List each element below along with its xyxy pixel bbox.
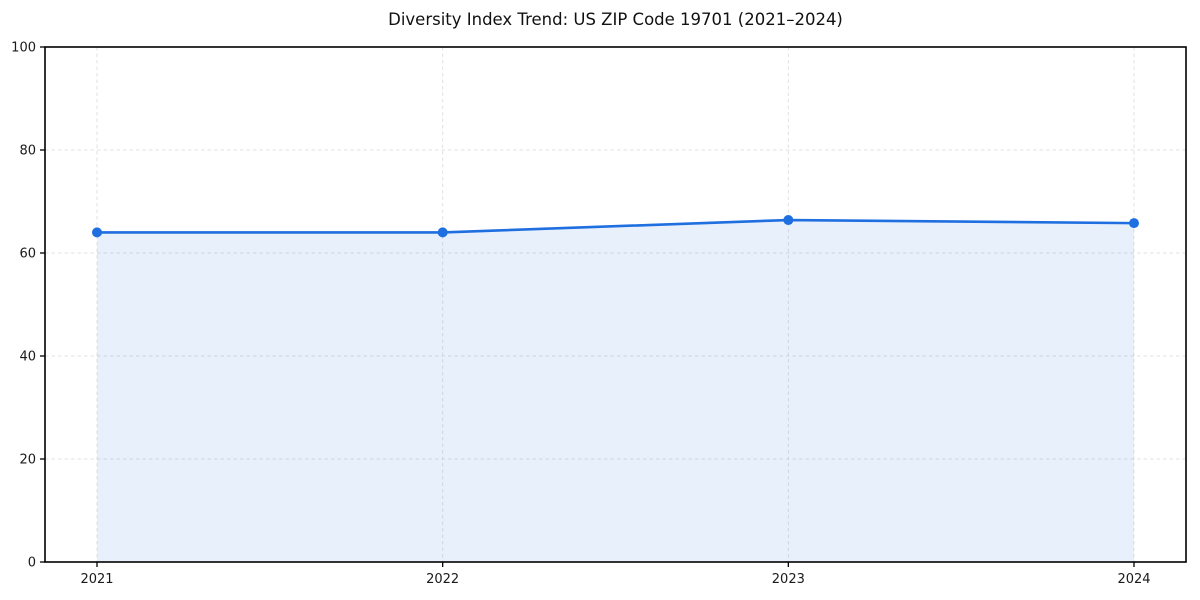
- y-tick-label: 40: [19, 350, 36, 365]
- x-tick-label: 2021: [80, 572, 113, 587]
- x-tick-label: 2024: [1117, 572, 1150, 587]
- data-point: [92, 227, 102, 238]
- gridlines: [45, 47, 1186, 562]
- x-tick-label: 2022: [426, 572, 459, 587]
- area-fill: [97, 220, 1134, 563]
- y-tick-label: 60: [19, 247, 36, 262]
- axis-ticks: [40, 46, 1135, 567]
- y-tick-label: 0: [28, 556, 36, 571]
- y-tick-label: 100: [11, 41, 36, 56]
- data-points: [92, 215, 1139, 238]
- y-tick-label: 20: [19, 453, 36, 468]
- data-point: [783, 215, 794, 226]
- axis-labels: 0 20 40 60 80 100 2021 2022 2023 2024: [11, 41, 1150, 588]
- data-point: [437, 227, 448, 238]
- plot-border: [44, 46, 1187, 563]
- trend-line: [95, 218, 1136, 234]
- x-tick-label: 2023: [772, 572, 805, 587]
- y-tick-label: 80: [19, 144, 36, 159]
- data-point: [1129, 218, 1139, 229]
- chart-title: Diversity Index Trend: US ZIP Code 19701…: [388, 10, 843, 29]
